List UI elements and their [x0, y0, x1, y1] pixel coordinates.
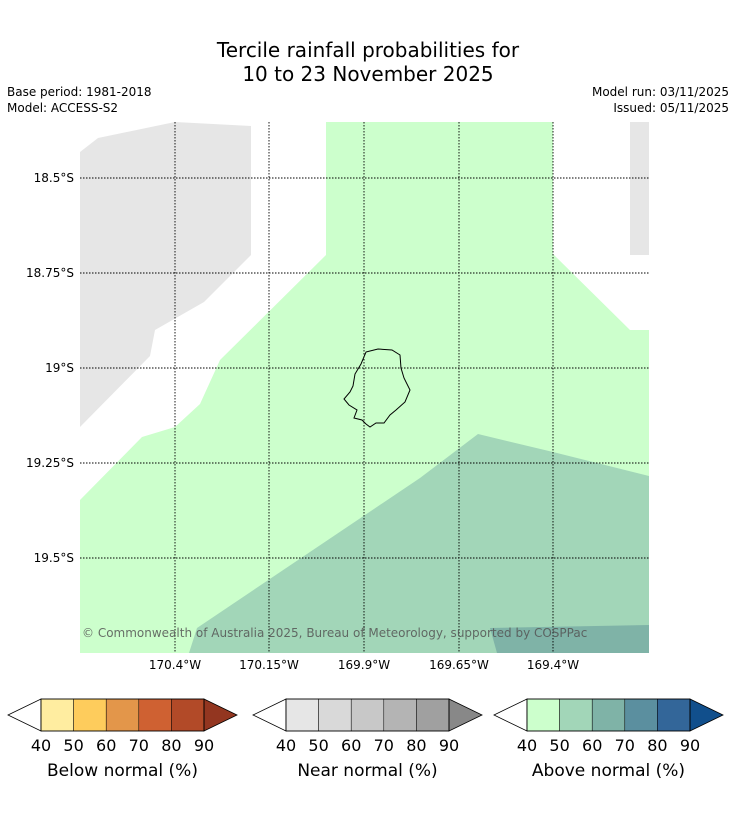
below-normal-tick-label: 40 — [30, 736, 52, 755]
near-normal-colorbar-extend-low — [252, 698, 287, 732]
below-normal-colorbar-segment — [40, 698, 74, 732]
near-normal-region-west — [80, 122, 251, 427]
below-normal-colorbar-extend-low — [7, 698, 42, 732]
meta-right: Model run: 03/11/2025 Issued: 05/11/2025 — [592, 84, 729, 116]
above-normal-colorbar-extend-low — [493, 698, 528, 732]
near-normal-colorbar-segment — [416, 698, 450, 732]
lat-label-5: 19.5°S — [33, 551, 74, 565]
near-normal-colorbar-extend-high — [448, 698, 483, 732]
above-normal-colorbar — [493, 698, 724, 732]
gridlines — [80, 122, 649, 653]
near-normal-tick-label: 40 — [275, 736, 297, 755]
above-normal-colorbar-segment — [559, 698, 593, 732]
issued-date: Issued: 05/11/2025 — [613, 101, 729, 115]
map-title: Tercile rainfall probabilities for 10 to… — [0, 38, 736, 86]
below-normal-colorbar — [7, 698, 238, 732]
base-period: Base period: 1981-2018 — [7, 85, 152, 99]
near-normal-tick-label: 70 — [373, 736, 394, 755]
lat-label-3: 19°S — [45, 361, 74, 375]
below-normal-colorbar-segment — [73, 698, 107, 732]
model-name: Model: ACCESS-S2 — [7, 101, 119, 115]
model-run: Model run: 03/11/2025 — [591, 85, 729, 99]
near-normal-colorbar-segment — [383, 698, 417, 732]
near-normal-tick-label: 90 — [438, 736, 460, 755]
above-normal-tick-label: 70 — [614, 736, 635, 755]
above-normal-colorbar-segment — [526, 698, 560, 732]
near-normal-colorbar — [252, 698, 483, 732]
below-normal-tick-label: 60 — [96, 736, 117, 755]
above-normal-colorbar-segment — [657, 698, 691, 732]
lon-label-4: 169.65°W — [429, 658, 489, 672]
lat-label-4: 19.25°S — [26, 456, 74, 470]
lon-label-2: 170.15°W — [239, 658, 299, 672]
above-normal-legend-title: Above normal (%) — [531, 761, 686, 781]
near-normal-colorbar-segment — [350, 698, 385, 732]
above-normal-colorbar-extend-high — [689, 698, 724, 732]
title-line-1: Tercile rainfall probabilities for — [216, 38, 520, 62]
near-normal-tick-label: 60 — [341, 736, 362, 755]
near-normal-colorbar-segment — [285, 698, 319, 732]
near-normal-region-east — [630, 122, 649, 255]
above-normal-tick-label: 80 — [647, 736, 668, 755]
lat-label-1: 18.5°S — [33, 171, 74, 185]
near-normal-colorbar-segment — [318, 698, 352, 732]
title-line-2: 10 to 23 November 2025 — [242, 62, 494, 86]
lon-label-1: 170.4°W — [148, 658, 202, 672]
below-normal-colorbar-extend-high — [203, 698, 238, 732]
below-normal-colorbar-segment — [105, 698, 140, 732]
below-normal-tick-label: 90 — [193, 736, 215, 755]
island-coastline — [343, 348, 411, 428]
above-normal-tick-label: 40 — [516, 736, 538, 755]
meta-left: Base period: 1981-2018 Model: ACCESS-S2 — [7, 84, 152, 116]
copyright-notice: © Commonwealth of Australia 2025, Bureau… — [82, 626, 588, 640]
below-normal-legend-title: Below normal (%) — [47, 761, 198, 781]
lat-label-2: 18.75°S — [26, 266, 74, 280]
above-normal-50-region — [189, 434, 649, 653]
above-normal-tick-label: 90 — [679, 736, 701, 755]
below-normal-tick-label: 80 — [161, 736, 182, 755]
below-normal-colorbar-segment — [138, 698, 172, 732]
above-normal-colorbar-segment — [624, 698, 658, 732]
below-normal-colorbar-segment — [171, 698, 205, 732]
below-normal-tick-label: 50 — [63, 736, 84, 755]
near-normal-tick-label: 80 — [406, 736, 427, 755]
above-normal-colorbar-segment — [591, 698, 626, 732]
above-normal-60-region — [490, 625, 649, 653]
above-normal-tick-label: 60 — [582, 736, 603, 755]
lon-label-3: 169.9°W — [337, 658, 391, 672]
above-normal-tick-label: 50 — [549, 736, 570, 755]
near-normal-legend-title: Near normal (%) — [297, 761, 438, 781]
below-normal-tick-label: 70 — [128, 736, 149, 755]
lon-label-5: 169.4°W — [526, 658, 580, 672]
near-normal-tick-label: 50 — [308, 736, 329, 755]
